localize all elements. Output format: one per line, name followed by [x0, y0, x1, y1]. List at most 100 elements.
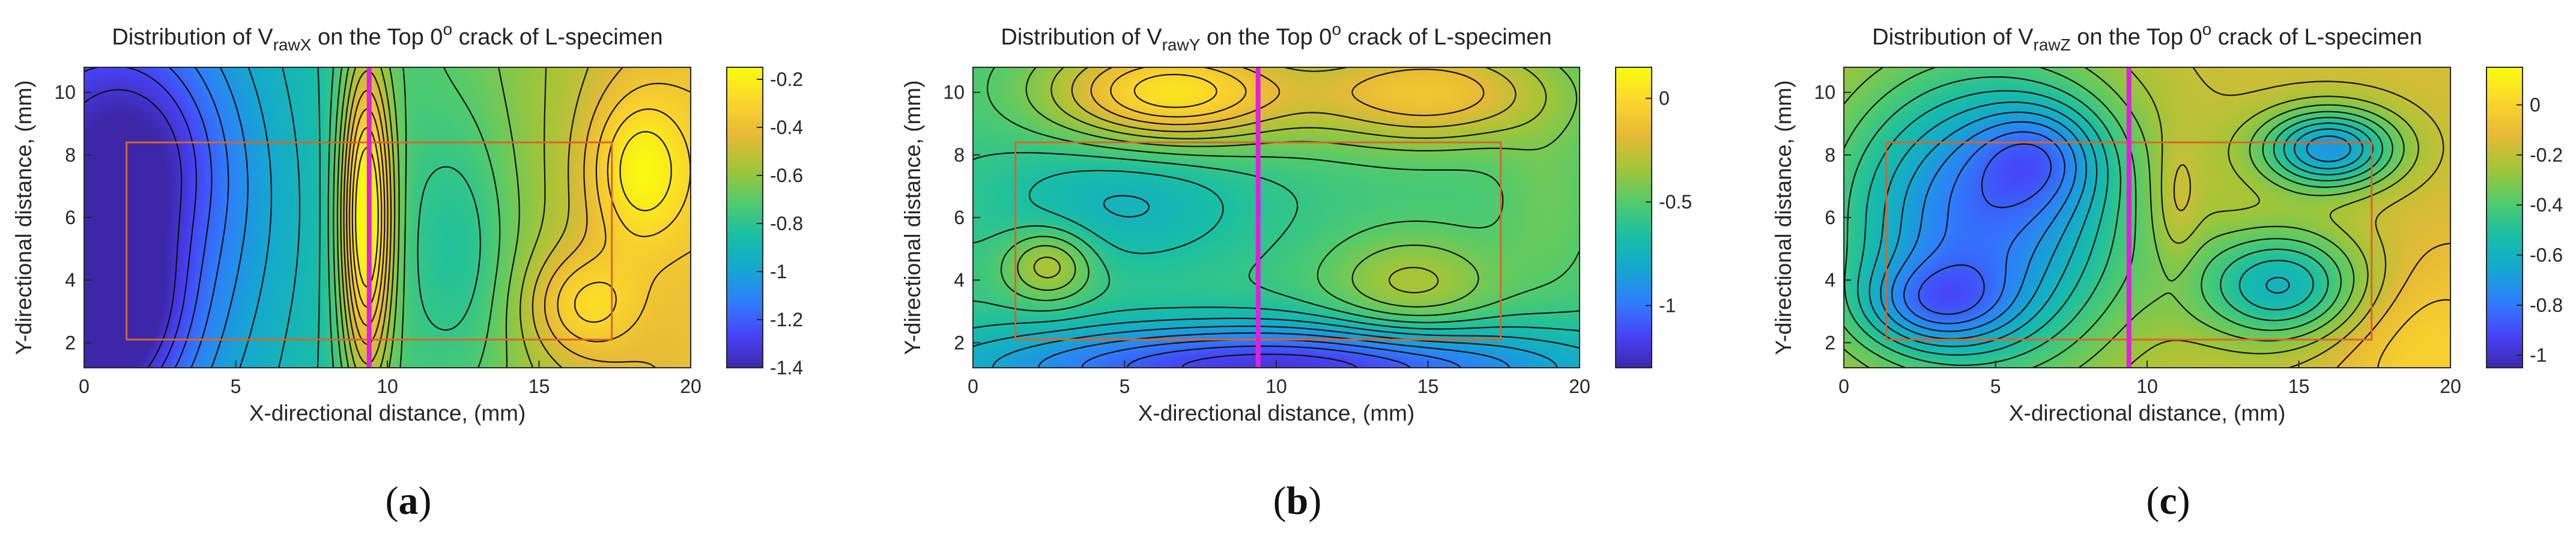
colorbar-step [2487, 293, 2523, 296]
colorbar-step [2487, 205, 2523, 209]
x-tick-label: 10 [2136, 376, 2158, 397]
colorbar-step [2487, 199, 2523, 203]
contour-level [1918, 143, 2052, 315]
x-tick-label: 15 [529, 376, 550, 397]
colorbar-step [2487, 225, 2523, 228]
colorbar-step [2487, 184, 2523, 188]
colorbar-step [727, 100, 763, 103]
colorbar-step [2487, 255, 2523, 258]
colorbar-step [1616, 107, 1652, 111]
colorbar-step [727, 87, 763, 91]
colorbar-step [2487, 165, 2523, 168]
colorbar-step [727, 252, 763, 256]
colorbar-step [1616, 147, 1652, 151]
colorbar-step [1616, 132, 1652, 136]
contour-level [1903, 131, 2065, 324]
colorbar-step [727, 302, 763, 306]
colorbar-step [1616, 315, 1652, 318]
colorbar-step [727, 222, 763, 226]
colorbar-step [1616, 290, 1652, 293]
colorbar-step [727, 150, 763, 153]
colorbar-tick-label: -0.8 [770, 213, 803, 234]
colorbar-step [1616, 250, 1652, 254]
colorbar-step [727, 175, 763, 178]
colorbar-step [1616, 280, 1652, 284]
colorbar-step [2487, 282, 2523, 286]
colorbar-frame [1615, 67, 1652, 368]
colorbar-step [2487, 338, 2523, 341]
colorbar-step [2487, 157, 2523, 161]
colorbar-step [1616, 312, 1652, 316]
colorbar-step [2487, 90, 2523, 93]
colorbar-step [2487, 347, 2523, 351]
colorbar-step [1616, 345, 1652, 349]
colorbar-step [2487, 207, 2523, 211]
colorbar-step [727, 272, 763, 276]
colorbar-step [1616, 197, 1652, 201]
colorbar-step [727, 90, 763, 93]
colorbar-step [1616, 233, 1652, 236]
colorbar-step [2487, 345, 2523, 349]
colorbar-tick-label: -0.2 [770, 69, 803, 90]
colorbar-step [2487, 152, 2523, 156]
colorbar-step [727, 135, 763, 138]
colorbar-step [727, 75, 763, 78]
colorbar-step [727, 172, 763, 176]
contour-level [354, 131, 672, 288]
colorbar-step [727, 287, 763, 291]
colorbar-step [727, 142, 763, 146]
colorbar-step [2487, 70, 2523, 73]
colorbar-step [1616, 282, 1652, 286]
colorbar-step [727, 70, 763, 73]
colorbar-step [1616, 325, 1652, 329]
colorbar-step [1616, 77, 1652, 81]
colorbar-step [727, 280, 763, 284]
contour-level [83, 89, 183, 368]
colorbar-tick-label: -0.8 [2530, 294, 2563, 316]
colorbar-step [2487, 250, 2523, 254]
colorbar-step [2487, 195, 2523, 198]
colorbar-step [1616, 87, 1652, 91]
colorbar-step [1616, 172, 1652, 176]
y-tick-label: 2 [1825, 332, 1835, 353]
colorbar-step [727, 215, 763, 218]
y-tick-label: 2 [954, 332, 965, 353]
x-tick-label: 15 [1417, 376, 1439, 397]
colorbar-step [727, 205, 763, 209]
y-tick-label: 8 [954, 144, 965, 166]
colorbar-step [1616, 310, 1652, 314]
colorbar-step [2487, 212, 2523, 216]
colorbar-step [1616, 308, 1652, 311]
colorbar-step [1616, 330, 1652, 333]
colorbar-step [2487, 263, 2523, 266]
colorbar-step [1616, 82, 1652, 86]
colorbar-step [727, 312, 763, 316]
colorbar-step [2487, 308, 2523, 311]
colorbar-step [2487, 233, 2523, 236]
y-tick-label: 8 [65, 144, 76, 166]
colorbar-step [1616, 267, 1652, 271]
colorbar-step [727, 105, 763, 108]
colorbar-step [1616, 79, 1652, 83]
colorbar-step [727, 295, 763, 299]
colorbar-step [1616, 297, 1652, 301]
colorbar: 0 -0.5 -1 [1615, 67, 1692, 368]
contour-level [992, 325, 1558, 368]
colorbar-step [2487, 327, 2523, 331]
y-axis-label: Y-directional distance, (mm) [1771, 80, 1796, 355]
colorbar-step [727, 265, 763, 269]
colorbar-step [727, 180, 763, 183]
contour-level [346, 67, 656, 368]
colorbar-step [2487, 323, 2523, 326]
colorbar-step [2487, 130, 2523, 133]
colorbar-step [2487, 82, 2523, 86]
contour-level [1071, 66, 1517, 133]
x-tick-label: 0 [1838, 376, 1849, 397]
colorbar-step [1616, 85, 1652, 88]
colorbar-step [1616, 305, 1652, 308]
colorbar-step [727, 92, 763, 96]
y-tick-label: 2 [65, 332, 76, 353]
colorbar-step [727, 237, 763, 241]
colorbar-step [2487, 87, 2523, 91]
colorbar-tick-label: -0.6 [770, 165, 803, 186]
